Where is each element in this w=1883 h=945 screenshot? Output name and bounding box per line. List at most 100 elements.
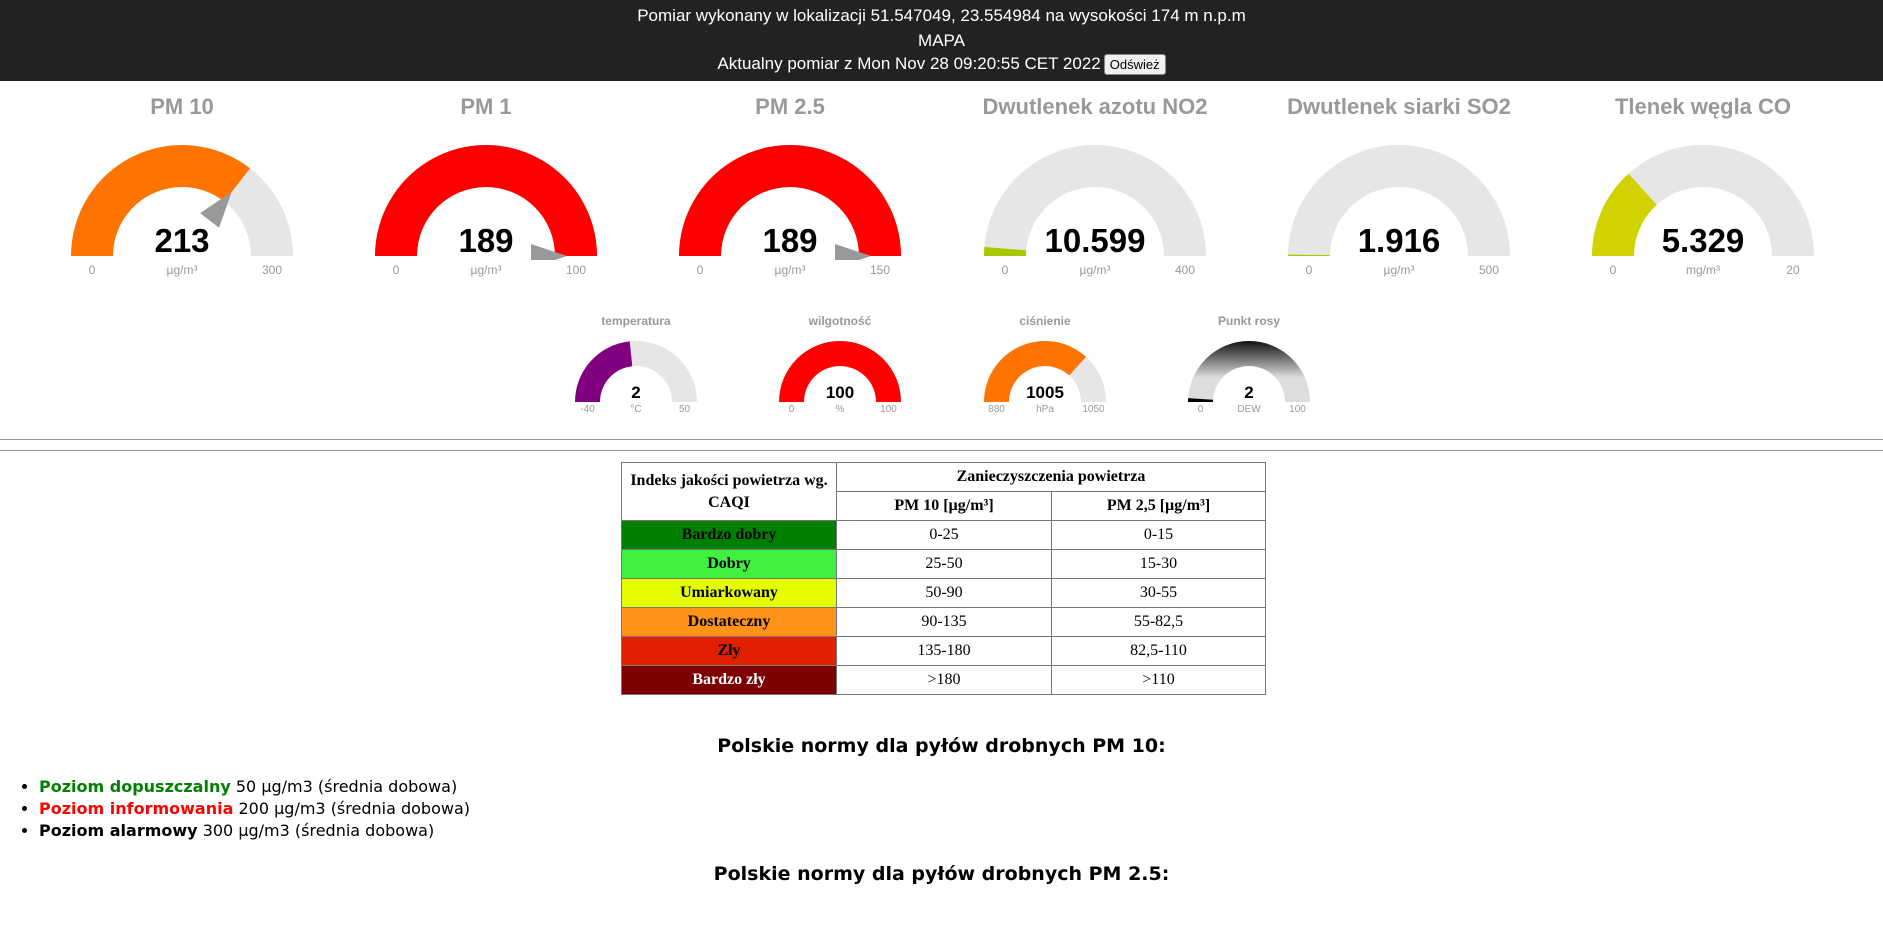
gauge-value: 189 — [762, 222, 818, 259]
gauge-fill — [679, 145, 901, 256]
caqi-category: Umiarkowany — [621, 578, 837, 608]
caqi-pm10-range: 25-50 — [836, 549, 1052, 579]
gauge-value: 5.329 — [1661, 222, 1745, 259]
header-bar: Pomiar wykonany w lokalizacji 51.547049,… — [0, 0, 1883, 81]
gauge-title: Dwutlenek siarki SO2 — [1287, 94, 1511, 119]
caqi-pm25-range: 0-15 — [1051, 520, 1266, 550]
pm25-norms-heading: Polskie normy dla pyłów drobnych PM 2.5: — [713, 863, 1170, 885]
gauge-max-label: 1050 — [1082, 404, 1105, 415]
gauge-max-label: 500 — [1478, 263, 1500, 277]
gauge-arc — [984, 145, 1206, 256]
caqi-pm25-range: >110 — [1051, 665, 1266, 695]
caqi-category: Bardzo zły — [621, 665, 837, 695]
gauge-min-label: 0 — [88, 263, 96, 277]
caqi-row: Bardzo dobry 0-25 0-15 — [621, 520, 1266, 550]
gauge-min-label: 0 — [696, 263, 704, 277]
gauge-value: 1.916 — [1357, 222, 1441, 259]
gauge-arc — [1592, 145, 1814, 256]
gauge-max-label: 20 — [1786, 263, 1800, 277]
gauge-max-label: 100 — [1289, 404, 1306, 415]
pm10-column-header: PM 10 [µg/m³] — [836, 491, 1052, 521]
norm-value: 300 µg/m3 (średnia dobowa) — [202, 821, 435, 840]
norm-item: Poziom informowania 200 µg/m3 (średnia d… — [39, 798, 470, 820]
map-link[interactable]: MAPA — [918, 31, 965, 50]
pm10-norms-list: Poziom dopuszczalny 50 µg/m3 (średnia do… — [20, 776, 470, 842]
divider-top — [0, 439, 1883, 440]
gauge-value: 2 — [631, 383, 641, 402]
norm-label: Poziom informowania — [39, 799, 234, 818]
gauge-unit: % — [835, 404, 845, 415]
caqi-category: Dostateczny — [621, 607, 837, 637]
gauge-pointer — [835, 244, 871, 260]
gauge-max-label: 50 — [678, 404, 691, 415]
caqi-pm10-range: 0-25 — [836, 520, 1052, 550]
gauge-min-label: 0 — [788, 404, 795, 415]
gauge-arc — [575, 341, 697, 402]
caqi-pm10-range: 50-90 — [836, 578, 1052, 608]
caqi-pm25-range: 82,5-110 — [1051, 636, 1266, 666]
divider-bottom — [0, 450, 1883, 451]
gauge-value: 213 — [154, 222, 210, 259]
gauge-fill — [1188, 398, 1214, 402]
gauge-min-label: 880 — [988, 404, 1005, 415]
gauge-max-label: 400 — [1174, 263, 1196, 277]
gauge-min-label: 0 — [1001, 263, 1009, 277]
caqi-row: Bardzo zły >180 >110 — [621, 665, 1266, 695]
gauge-background — [1188, 341, 1310, 402]
refresh-button[interactable]: Odśwież — [1103, 54, 1166, 76]
gauge-unit: µg/m³ — [470, 263, 502, 277]
caqi-index-header: Indeks jakości powietrza wg. CAQI — [621, 462, 837, 521]
gauge-arc — [71, 145, 293, 256]
gauge-unit: DEW — [1237, 404, 1261, 415]
gauge-arc — [779, 341, 901, 402]
gauge-background — [1288, 145, 1510, 256]
caqi-row: Dobry 25-50 15-30 — [621, 549, 1266, 579]
pollution-header: Zanieczyszczenia powietrza — [836, 462, 1266, 492]
gauge-unit: °C — [630, 404, 642, 415]
gauge-unit: mg/m³ — [1686, 263, 1720, 277]
gauge-unit: µg/m³ — [1383, 263, 1415, 277]
gauge-arc — [1288, 145, 1510, 256]
gauge-value: 100 — [825, 383, 855, 402]
big-gauge: Dwutlenek azotu NO2 10.599 µg/m³ 0 400 — [943, 0, 1247, 277]
gauge-fill — [984, 341, 1087, 402]
gauge-fill — [575, 341, 633, 402]
caqi-pm10-range: 90-135 — [836, 607, 1052, 637]
caqi-pm25-range: 15-30 — [1051, 549, 1266, 579]
norm-label: Poziom alarmowy — [39, 821, 198, 840]
gauge-max-label: 100 — [880, 404, 897, 415]
gauge-arc — [679, 145, 901, 260]
big-gauge: Dwutlenek siarki SO2 1.916 µg/m³ 0 500 — [1247, 0, 1551, 277]
gauge-value: 2 — [1244, 383, 1254, 402]
gauge-title: PM 1 — [460, 94, 512, 119]
norm-label: Poziom dopuszczalny — [39, 777, 231, 796]
gauge-fill — [71, 145, 251, 256]
caqi-category: Bardzo dobry — [621, 520, 837, 550]
gauge-fill — [984, 246, 1027, 256]
gauge-background — [1592, 145, 1814, 256]
gauge-unit: µg/m³ — [166, 263, 198, 277]
gauge-value: 10.599 — [1044, 222, 1146, 259]
gauge-unit: µg/m³ — [774, 263, 806, 277]
gauge-max-label: 150 — [869, 263, 891, 277]
gauge-unit: µg/m³ — [1079, 263, 1111, 277]
gauge-fill — [1288, 254, 1331, 256]
gauge-arc — [375, 145, 597, 260]
gauge-title: PM 10 — [150, 94, 214, 119]
gauge-title: Dwutlenek azotu NO2 — [982, 94, 1208, 119]
gauge-title: wilgotność — [808, 314, 872, 328]
norm-item: Poziom alarmowy 300 µg/m3 (średnia dobow… — [39, 820, 470, 842]
caqi-table: Indeks jakości powietrza wg. CAQI Zaniec… — [621, 462, 1266, 695]
caqi-row: Dostateczny 90-135 55-82,5 — [621, 607, 1266, 637]
gauge-max-label: 300 — [261, 263, 283, 277]
gauge-min-label: 0 — [392, 263, 400, 277]
gauge-value: 189 — [458, 222, 514, 259]
gauge-value: 1005 — [1026, 383, 1064, 402]
small-gauge: Punkt rosy 2 DEW 0 100 — [1174, 0, 1324, 415]
gauge-fill — [779, 341, 901, 402]
caqi-pm10-range: 135-180 — [836, 636, 1052, 666]
gauge-pointer — [200, 191, 232, 228]
norm-value: 50 µg/m3 (średnia dobowa) — [235, 777, 458, 796]
small-gauge: temperatura 2 °C -40 50 — [561, 0, 711, 415]
gauge-title: Tlenek węgla CO — [1614, 94, 1792, 119]
